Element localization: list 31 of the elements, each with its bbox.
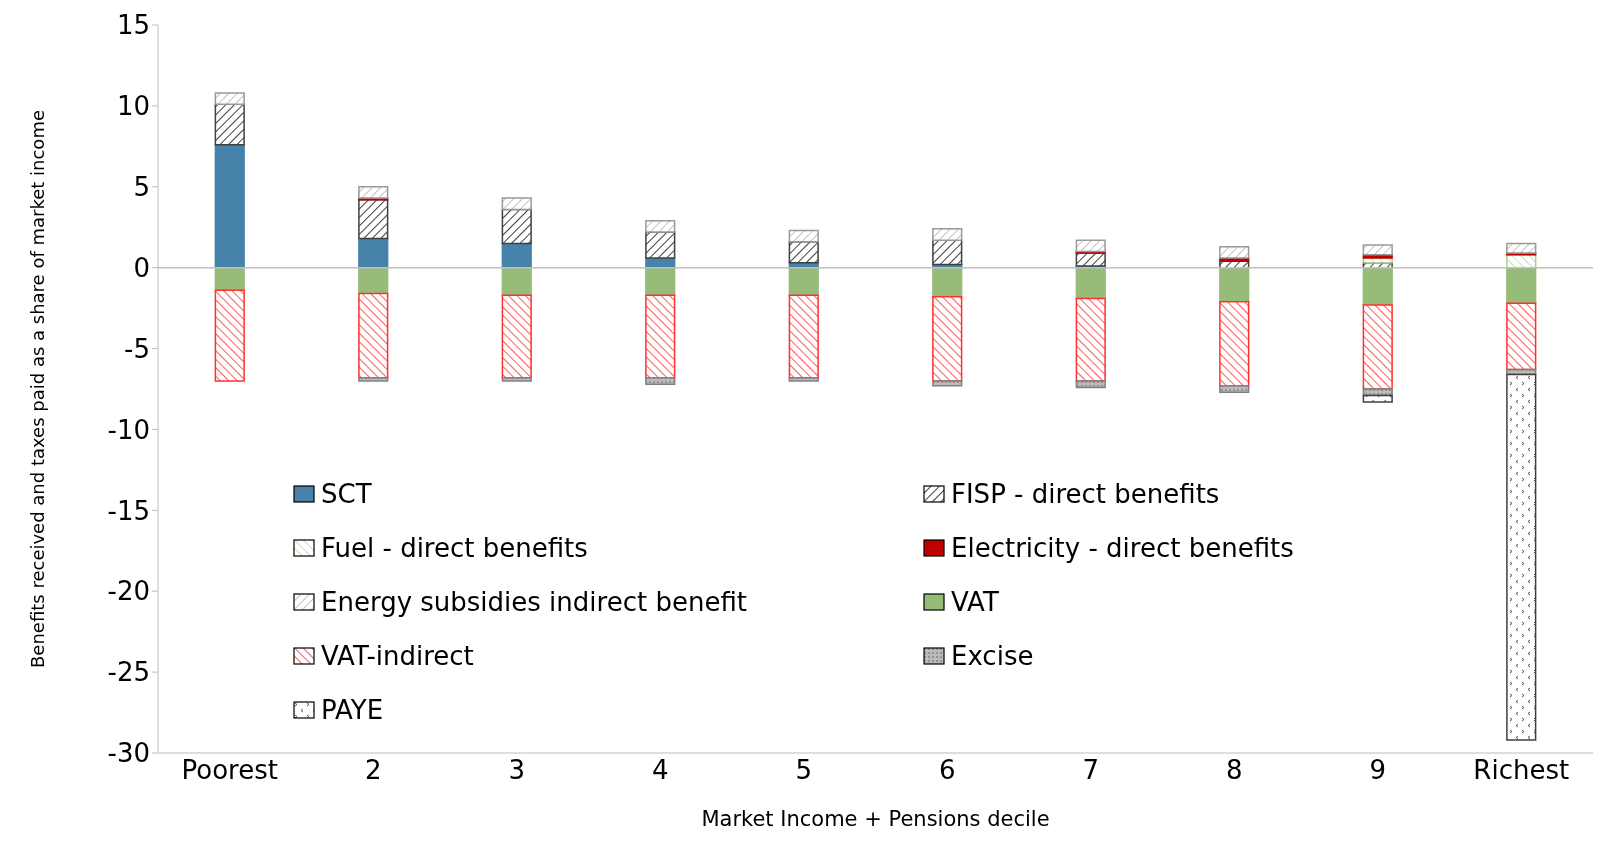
- x-tick-label: 7: [1082, 755, 1100, 786]
- x-tick-label: Richest: [1473, 755, 1570, 786]
- x-axis-title: Market Income + Pensions decile: [701, 807, 1050, 831]
- x-tick-label: 6: [938, 755, 956, 786]
- y-tick-label: -20: [107, 576, 150, 607]
- y-axis-title: Benefits received and taxes paid as a share of market income: [27, 110, 49, 668]
- x-tick-label: 9: [1369, 755, 1387, 786]
- x-tick-label: 4: [651, 755, 669, 786]
- legend-label: Excise: [951, 640, 1034, 672]
- legend-label: Energy subsidies indirect benefit: [321, 586, 747, 618]
- y-tick-label: -10: [107, 414, 150, 445]
- legend-label: FISP - direct benefits: [951, 478, 1220, 510]
- x-tick-label: 3: [508, 755, 526, 786]
- y-tick-label: 5: [133, 172, 150, 203]
- legend-label: Fuel - direct benefits: [321, 532, 588, 564]
- legend-label: PAYE: [321, 694, 384, 726]
- y-tick-label: 10: [116, 91, 150, 122]
- y-tick-label: -15: [107, 495, 150, 526]
- legend-label: SCT: [321, 478, 372, 510]
- legend-label: VAT: [951, 586, 999, 618]
- legend-label: Electricity - direct benefits: [951, 532, 1294, 564]
- y-tick-label: 15: [116, 10, 150, 41]
- y-tick-label: 0: [133, 252, 150, 283]
- y-tick-label: -5: [124, 333, 150, 364]
- x-tick-label: 8: [1225, 755, 1243, 786]
- x-tick-label: 2: [364, 755, 382, 786]
- y-tick-label: -25: [107, 657, 150, 688]
- x-tick-label: 5: [795, 755, 813, 786]
- x-tick-label: Poorest: [181, 755, 278, 786]
- legend-label: VAT-indirect: [321, 640, 474, 672]
- y-tick-label: -30: [107, 738, 150, 769]
